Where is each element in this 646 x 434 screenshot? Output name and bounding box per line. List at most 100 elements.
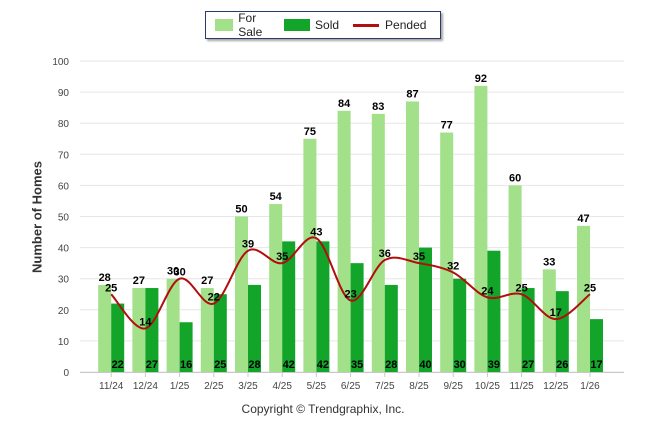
bar-sold <box>145 288 159 372</box>
y-tick-label: 70 <box>58 150 70 161</box>
sold-value-label: 30 <box>454 359 466 371</box>
for-sale-value-label: 27 <box>133 275 145 287</box>
sold-swatch <box>284 19 311 31</box>
y-tick-label: 0 <box>63 368 69 379</box>
y-tick-label: 80 <box>58 119 70 130</box>
for-sale-value-label: 33 <box>543 256 555 268</box>
pended-value-label: 17 <box>550 307 562 319</box>
pended-value-label: 39 <box>242 239 254 251</box>
y-tick-label: 90 <box>58 88 70 99</box>
sold-value-label: 26 <box>556 359 568 371</box>
bar-for-sale <box>132 288 146 372</box>
legend-item-sold[interactable]: Sold <box>284 18 339 32</box>
sold-value-label: 28 <box>385 359 397 371</box>
x-tick-label: 2/25 <box>204 381 224 392</box>
x-tick-label: 12/25 <box>543 381 568 392</box>
pended-value-label: 32 <box>447 260 459 272</box>
x-tick-label: 6/25 <box>341 381 361 392</box>
bar-for-sale <box>98 284 112 372</box>
bar-for-sale <box>269 204 283 372</box>
x-tick-label: 9/25 <box>443 381 463 392</box>
pended-value-label: 24 <box>481 285 494 297</box>
bar-sold <box>590 319 603 372</box>
pended-value-label: 36 <box>379 248 391 260</box>
pended-value-label: 35 <box>276 251 288 263</box>
x-tick-label: 11/24 <box>99 381 124 392</box>
y-tick-label: 30 <box>58 275 70 286</box>
x-tick-label: 1/26 <box>580 381 600 392</box>
y-tick-label: 100 <box>52 57 69 68</box>
bar-for-sale <box>235 216 248 372</box>
for-sale-value-label: 83 <box>372 101 384 113</box>
pended-value-label: 30 <box>173 267 185 279</box>
y-tick-label: 60 <box>58 181 70 192</box>
x-tick-label: 4/25 <box>272 381 292 392</box>
for-sale-value-label: 28 <box>99 272 111 284</box>
pended-value-label: 14 <box>139 316 152 328</box>
pended-value-label: 23 <box>344 288 356 300</box>
sold-value-label: 42 <box>317 359 329 371</box>
for-sale-value-label: 92 <box>475 73 487 85</box>
y-tick-label: 10 <box>58 337 70 348</box>
y-axis-title: Number of Homes <box>29 161 45 273</box>
bar-for-sale <box>474 85 488 372</box>
pended-value-label: 43 <box>310 226 322 238</box>
sold-value-label: 35 <box>351 359 363 371</box>
legend: For Sale Sold Pended <box>205 11 441 39</box>
pended-value-label: 25 <box>515 282 527 294</box>
for-sale-value-label: 30 <box>167 266 179 278</box>
legend-item-pended[interactable]: Pended <box>353 18 426 32</box>
sold-value-label: 22 <box>112 359 124 371</box>
sold-value-label: 42 <box>283 359 295 371</box>
pended-value-label: 25 <box>105 282 117 294</box>
bar-sold <box>521 288 535 372</box>
bar-for-sale <box>303 138 317 372</box>
bar-sold <box>419 247 432 372</box>
bar-sold <box>555 291 569 372</box>
bar-sold <box>248 284 261 372</box>
bar-sold <box>453 278 467 372</box>
bar-sold <box>350 263 364 372</box>
bar-for-sale <box>508 185 522 372</box>
for-sale-value-label: 75 <box>304 126 316 138</box>
x-tick-label: 1/25 <box>170 381 190 392</box>
for-sale-value-label: 77 <box>441 120 453 132</box>
bar-sold <box>179 322 193 372</box>
bar-sold <box>316 241 330 372</box>
sold-value-label: 27 <box>146 359 158 371</box>
for-sale-value-label: 54 <box>270 191 283 203</box>
bar-for-sale <box>200 288 214 372</box>
bar-sold <box>487 250 501 372</box>
sold-value-label: 27 <box>522 359 534 371</box>
pended-value-label: 25 <box>584 282 596 294</box>
x-tick-label: 3/25 <box>238 381 258 392</box>
for-sale-value-label: 27 <box>201 275 213 287</box>
legend-item-for-sale[interactable]: For Sale <box>215 11 270 39</box>
for-sale-value-label: 47 <box>577 213 589 225</box>
legend-label-pended: Pended <box>385 18 427 32</box>
bar-for-sale <box>440 132 454 372</box>
x-tick-label: 7/25 <box>375 381 395 392</box>
for-sale-swatch <box>215 19 234 31</box>
for-sale-value-label: 84 <box>338 98 351 110</box>
legend-label-for-sale: For Sale <box>238 11 263 39</box>
pended-value-label: 22 <box>208 292 220 304</box>
pended-line <box>110 236 591 330</box>
bar-for-sale <box>542 269 556 372</box>
sold-value-label: 40 <box>419 359 431 371</box>
bar-sold <box>282 241 296 372</box>
sold-value-label: 17 <box>590 359 602 371</box>
bar-sold <box>384 284 398 372</box>
copyright-text: Copyright © Trendgraphix, Inc. <box>241 402 405 416</box>
sold-value-label: 39 <box>488 359 500 371</box>
x-tick-label: 5/25 <box>307 381 327 392</box>
sold-value-label: 16 <box>180 359 192 371</box>
for-sale-value-label: 87 <box>406 88 418 100</box>
y-tick-label: 40 <box>58 244 70 255</box>
bar-sold <box>111 303 125 372</box>
x-tick-label: 8/25 <box>409 381 429 392</box>
pended-value-label: 35 <box>413 251 425 263</box>
bar-for-sale <box>166 278 180 372</box>
x-tick-label: 12/24 <box>133 381 158 392</box>
